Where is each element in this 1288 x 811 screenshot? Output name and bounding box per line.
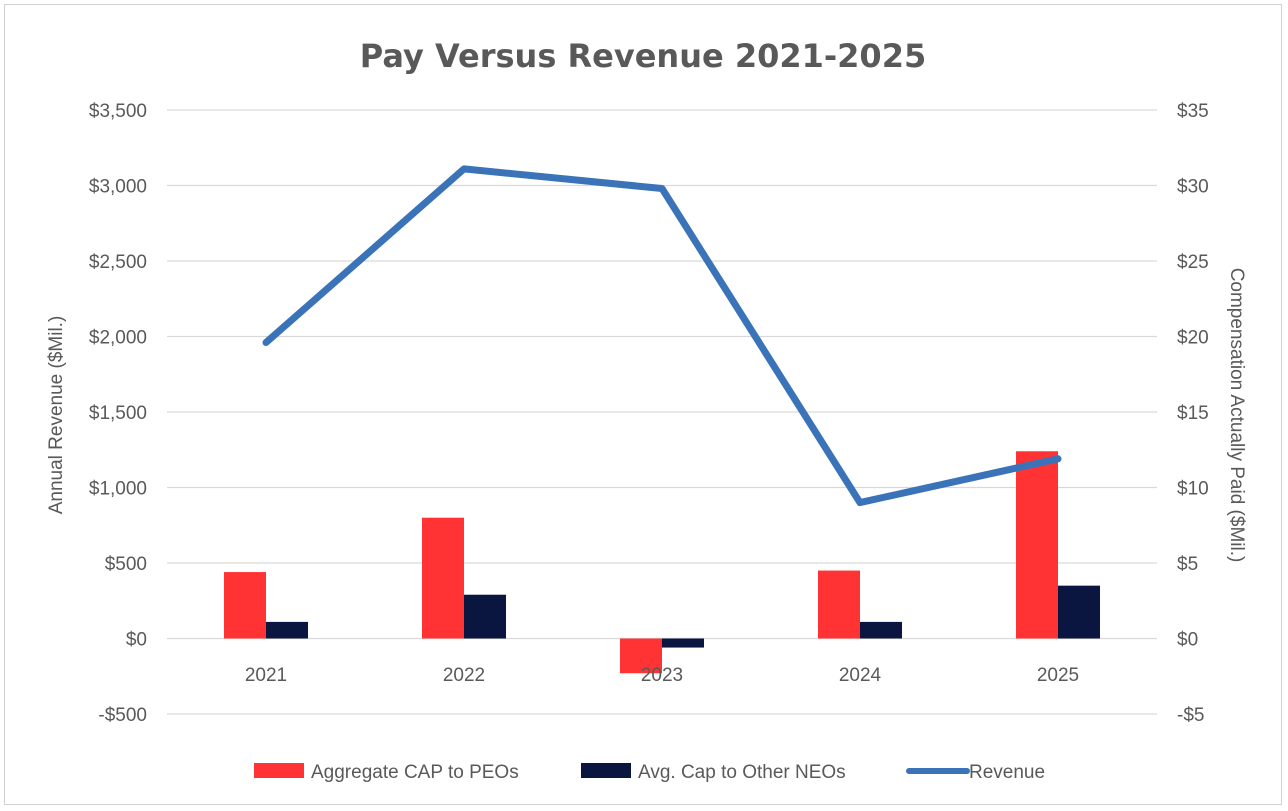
legend-swatch (581, 763, 631, 778)
chart-frame: Pay Versus Revenue 2021-2025 -$500 $0 $500… (4, 4, 1282, 805)
right-tick-label: -$5 (1177, 705, 1204, 726)
left-tick-label: $2,500 (89, 252, 147, 273)
right-axis-title: Compensation Actually Paid ($Mil.) (1226, 268, 1247, 563)
legend-label: Aggregate CAP to PEOs (311, 762, 519, 783)
right-tick-label: $25 (1177, 252, 1209, 273)
left-tick-label: $0 (126, 630, 147, 651)
gridlines (167, 109, 1157, 715)
left-tick-label: -$500 (98, 705, 147, 726)
chart-title: Pay Versus Revenue 2021-2025 (360, 37, 926, 75)
legend-swatch (254, 763, 304, 778)
bar-aggregate-cap-peos-2021 (224, 572, 266, 639)
left-tick-label: $3,500 (89, 101, 147, 122)
right-axis-ticks: -$5 $0 $5 $10 $15 $20 $25 $30 $35 (1177, 101, 1209, 726)
left-tick-label: $1,000 (89, 479, 147, 500)
bar-avg-cap-other-neos-2022 (464, 594, 506, 639)
left-axis-title: Annual Revenue ($Mil.) (46, 316, 67, 515)
revenue-line (262, 165, 1062, 507)
x-axis-ticks: 2021 2022 2023 2024 2025 (245, 665, 1079, 686)
left-tick-label: $3,000 (89, 177, 147, 198)
pay-vs-revenue-chart: Pay Versus Revenue 2021-2025 -$500 $0 $500… (46, 37, 1247, 783)
legend-label: Avg. Cap to Other NEOs (638, 762, 846, 783)
bar-aggregate-cap-peos-2022 (422, 517, 464, 639)
x-tick-label: 2024 (839, 665, 882, 686)
left-tick-label: $2,000 (89, 328, 147, 349)
x-tick-label: 2023 (641, 665, 683, 686)
left-tick-label: $500 (105, 554, 147, 575)
x-tick-label: 2022 (443, 665, 485, 686)
revenue-line-group (262, 165, 1062, 507)
x-tick-label: 2025 (1037, 665, 1079, 686)
left-axis-ticks: -$500 $0 $500 $1,000 $1,500 $2,000 $2,500 $3,00… (89, 101, 147, 726)
bars (224, 451, 1100, 674)
right-tick-label: $5 (1177, 554, 1198, 575)
left-tick-label: $1,500 (89, 403, 147, 424)
legend: Aggregate CAP to PEOs Avg. Cap to Other N… (254, 762, 1045, 783)
bar-aggregate-cap-peos-2025 (1016, 451, 1058, 639)
bar-avg-cap-other-neos-2021 (266, 621, 308, 639)
right-tick-label: $20 (1177, 328, 1209, 349)
legend-label: Revenue (969, 762, 1045, 783)
bar-aggregate-cap-peos-2023 (620, 638, 662, 674)
bar-avg-cap-other-neos-2025 (1058, 585, 1100, 639)
bar-aggregate-cap-peos-2024 (818, 570, 860, 639)
right-tick-label: $0 (1177, 630, 1198, 651)
right-tick-label: $30 (1177, 177, 1209, 198)
right-tick-label: $10 (1177, 479, 1209, 500)
bar-avg-cap-other-neos-2023 (662, 638, 704, 648)
x-tick-label: 2021 (245, 665, 287, 686)
right-tick-label: $35 (1177, 101, 1209, 122)
right-tick-label: $15 (1177, 403, 1209, 424)
bar-avg-cap-other-neos-2024 (860, 621, 902, 639)
